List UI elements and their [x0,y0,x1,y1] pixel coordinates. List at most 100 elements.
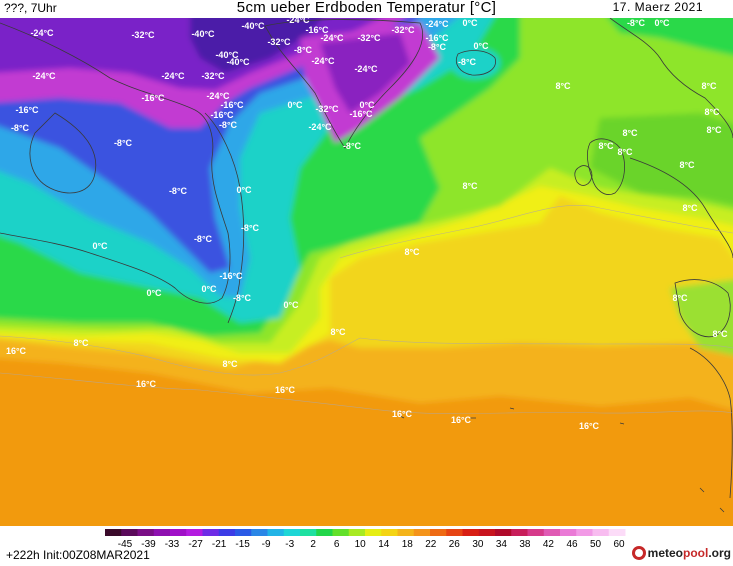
scale-tick-label: 2 [310,539,316,548]
isotherm-label: -40°C [241,21,265,31]
isotherm-label: -32°C [201,71,225,81]
scale-tick-label: 6 [334,539,340,548]
coastline-ireland [574,165,593,186]
scale-swatch [495,529,512,536]
scale-tick-label: 30 [472,539,484,548]
map-title: 5cm ueber Erdboden Temperatur [°C] [236,0,497,16]
isotherm-label: -8°C [194,234,213,244]
coastline-hudson [29,112,97,194]
scale-swatch [576,529,593,536]
isotherm-label: -32°C [357,33,381,43]
scale-tick-label: -45 [118,539,133,548]
meteopool-logo[interactable]: meteopool.org [631,546,731,560]
isotherm-label: 0°C [359,100,375,110]
isotherm-label: -24°C [286,18,310,25]
isotherm-label: -8°C [343,141,362,151]
isotherm-label: -16°C [210,110,234,120]
scale-swatch [186,529,203,536]
isotherm-label: -32°C [267,37,291,47]
scale-tick-label: 18 [402,539,414,548]
meteopool-logo-icon [631,546,646,560]
coastline-africa [689,347,733,499]
color-scale-ticks: -45 -39 -33 -27 -21 -15 -9 -3 2 6 10 14 18 22 26 30 34 38… [118,539,625,548]
scale-tick-label: 14 [378,539,390,548]
isotherm-label: -16°C [425,33,449,43]
scale-swatch [316,529,333,536]
scale-tick-label: -9 [262,539,271,548]
field-iberia-green [670,279,733,356]
scale-tick-label: 50 [590,539,602,548]
isotherm-label: -24°C [30,28,54,38]
isotherm-label: 8°C [598,141,614,151]
field-greenland-core [320,33,410,113]
isotherm-labels: -24°C -32°C -40°C-40°C-24°C-16°C-24°C -32°C… [6,18,728,431]
isotherm-label: -16°C [141,93,165,103]
scale-swatch [283,529,301,536]
scale-tick-label: 38 [519,539,531,548]
isotherm-label: 16°C [451,415,472,425]
isotherm-label: 0°C [236,185,252,195]
scale-swatch [478,529,496,536]
isotherm-label: -24°C [320,33,344,43]
scale-tick-label: -21 [212,539,227,548]
isotherm-label: -40°C [215,50,239,60]
scale-swatch [462,529,480,536]
isotherm-label: 0°C [287,100,303,110]
footer-bar: -45 -39 -33 -27 -21 -15 -9 -3 2 6 10 14 18 22 26 30 34 38… [0,526,733,566]
scale-swatch [365,529,382,536]
scale-tick-label: 46 [566,539,578,548]
color-scale-bar [105,529,626,536]
isotherm-label: -8°C [169,186,188,196]
scale-swatch [430,529,447,536]
isotherm-label: 0°C [654,18,670,28]
scale-swatch [348,529,366,536]
islands-caribbean-azores [399,407,725,513]
scale-swatch [267,529,285,536]
field-deep-violet [190,18,322,73]
scale-swatch [511,529,528,536]
isotherm-label: 8°C [712,329,728,339]
color-scale: -45 -39 -33 -27 -21 -15 -9 -3 2 6 10 14 18 22 26 30 34 38… [105,529,626,548]
scale-tick-label: 10 [355,539,367,548]
isotherm-label: -32°C [391,25,415,35]
isotherm-label: -24°C [308,122,332,132]
scale-swatch [381,529,398,536]
model-run-label: +222h Init:00Z08MAR2021 [6,548,150,562]
isotherm-label: -8°C [627,18,646,28]
scale-swatch [608,529,626,536]
isotherm-label: 8°C [73,338,89,348]
brand-prefix: meteo [647,546,683,560]
isotherm-label: -32°C [131,30,155,40]
isotherm-label: -16°C [219,271,243,281]
scale-swatch [397,529,415,536]
scale-swatch [332,529,350,536]
isotherm-label: 8°C [222,359,238,369]
isotherm-label: -40°C [226,57,250,67]
isotherm-label: -16°C [220,100,244,110]
isotherm-label: -16°C [15,105,39,115]
isotherm-label: 8°C [672,293,688,303]
isotherm-label: -8°C [294,45,313,55]
isotherm-label: 0°C [462,18,478,28]
coastline-labrador [204,112,245,324]
scale-swatch [251,529,268,536]
isotherm-label: 8°C [404,247,420,257]
scale-swatch [300,529,317,536]
isotherm-label: 0°C [473,41,489,51]
isotherm-label: -24°C [311,56,335,66]
scale-tick-label: 22 [425,539,437,548]
isotherm-label: 8°C [617,147,633,157]
scale-tick-label: -33 [165,539,180,548]
isotherm-label: -8°C [458,57,477,67]
isotherm-label: -24°C [206,91,230,101]
isotherm-label: -24°C [354,64,378,74]
scale-tick-label: 26 [449,539,461,548]
isotherm-label: 16°C [136,379,157,389]
brand-suffix: pool [683,546,709,560]
isotherm-label: -8°C [11,123,30,133]
isotherm-label: -16°C [305,25,329,35]
isotherm-label: 16°C [392,409,413,419]
coastline-scandinavia [609,18,733,139]
scale-tick-label: 42 [543,539,555,548]
header-bar: ???, 7Uhr 5cm ueber Erdboden Temperatur … [0,0,733,18]
